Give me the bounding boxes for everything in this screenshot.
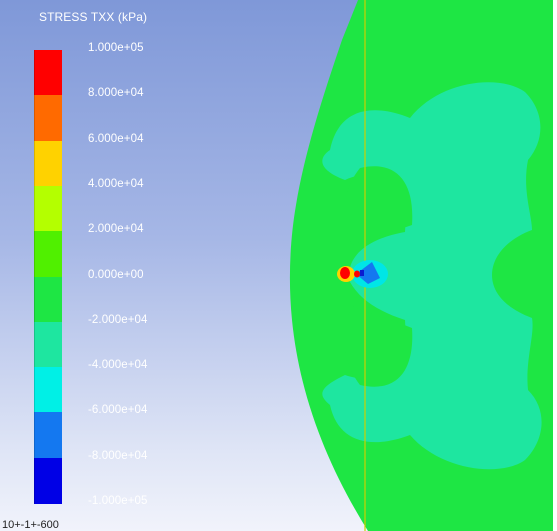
legend-swatch	[34, 367, 62, 414]
legend-swatch	[34, 231, 62, 278]
legend-tick-label: -4.000e+04	[88, 359, 148, 372]
legend-swatch	[34, 50, 62, 96]
dark-tip	[360, 270, 364, 276]
status-text: 10+-1+-600	[2, 519, 59, 531]
legend-tick-label: 4.000e+04	[88, 177, 144, 190]
red-hotspot-left	[340, 267, 350, 279]
legend-title: STRESS TXX (kPa)	[39, 10, 148, 24]
legend-tick-label: -6.000e+04	[88, 404, 148, 417]
legend-swatch	[34, 457, 62, 504]
cyan-stress-region	[322, 82, 542, 470]
legend-tick-label: 1.000e+05	[88, 42, 144, 54]
upper-green-lobe	[344, 166, 413, 245]
legend-swatch	[34, 321, 62, 368]
red-hotspot-right	[354, 270, 360, 278]
legend-tick-label: -8.000e+04	[88, 449, 148, 462]
legend-swatch	[34, 95, 62, 142]
legend-tick-label: 0.000e+00	[88, 268, 144, 281]
legend-swatch	[34, 185, 62, 232]
lower-green-lobe	[344, 306, 413, 387]
legend-swatch	[34, 412, 62, 459]
legend-tick-label: 2.000e+04	[88, 223, 144, 236]
legend-swatch	[34, 276, 62, 323]
legend-tick-label: -2.000e+04	[88, 313, 148, 326]
legend-tick-label: -1.000e+05	[88, 495, 148, 507]
legend-swatch	[34, 140, 62, 187]
legend-tick-label: 8.000e+04	[88, 87, 144, 100]
blue-tip	[356, 262, 380, 284]
legend-tick-label: 6.000e+04	[88, 132, 144, 145]
